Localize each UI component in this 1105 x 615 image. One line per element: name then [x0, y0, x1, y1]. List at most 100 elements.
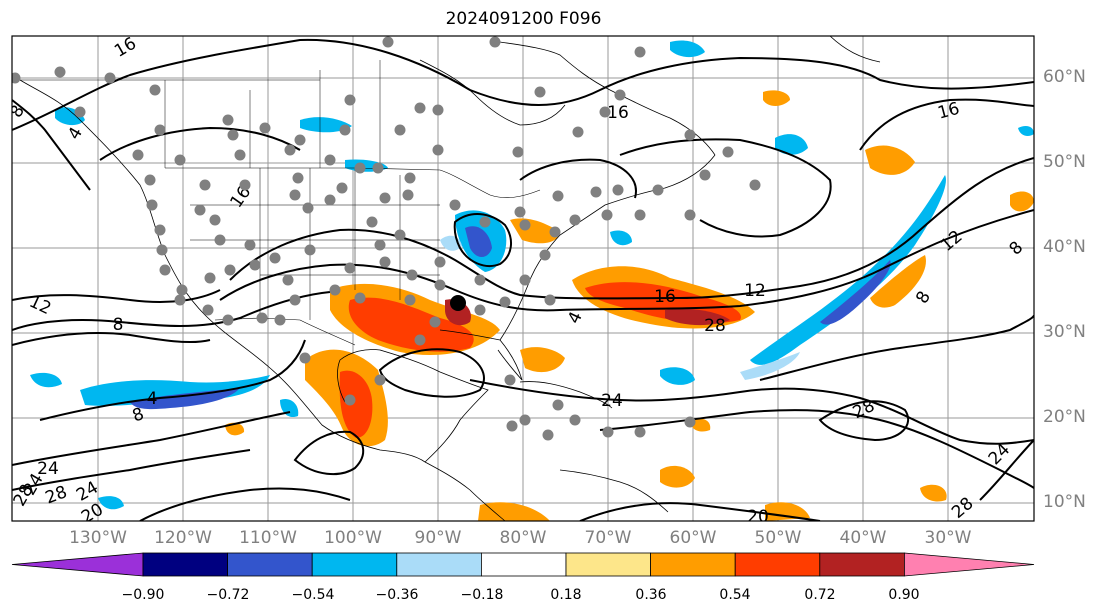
station-marker — [214, 234, 226, 246]
station-marker — [302, 202, 314, 214]
contour-12 — [12, 289, 221, 303]
map-frame — [11, 35, 1035, 522]
contour-label: 12 — [744, 281, 766, 301]
station-marker — [366, 216, 378, 228]
contour-28-loop — [818, 400, 910, 442]
station-marker — [519, 414, 531, 426]
station-marker — [539, 249, 551, 261]
station-marker — [156, 244, 168, 256]
contour-label: 12 — [937, 227, 966, 256]
station-marker — [154, 124, 166, 136]
station-marker — [590, 186, 602, 198]
lon-label-100: 100°W — [324, 528, 382, 548]
station-marker — [292, 172, 304, 184]
colorbar-swatch — [565, 552, 651, 577]
contour-mexico — [293, 430, 365, 476]
station-marker — [534, 86, 546, 98]
station-marker — [634, 209, 646, 221]
station-marker — [429, 316, 441, 328]
blue-canada-north — [670, 40, 705, 58]
orange-ne-atlantic — [865, 145, 915, 175]
station-marker — [244, 239, 256, 251]
station-marker — [382, 36, 394, 48]
station-marker — [174, 294, 186, 306]
coast-east — [499, 154, 716, 341]
height-contours — [12, 38, 1034, 521]
station-marker — [256, 312, 268, 324]
lon-label-30: 30°W — [924, 528, 972, 548]
contour-4-west — [39, 339, 306, 421]
blue-carib — [660, 367, 695, 385]
contour-28-sw — [12, 449, 251, 491]
colorbar-tick-label: 0.72 — [804, 587, 836, 603]
station-marker — [406, 269, 418, 281]
colorbar-tick-label: 0.54 — [719, 587, 751, 603]
station-marker — [227, 129, 239, 141]
lat-label-10: 10°N — [1043, 492, 1086, 512]
orange-south-1 — [920, 484, 947, 502]
colorbar-swatch — [311, 552, 398, 577]
station-marker — [699, 169, 711, 181]
lon-label-50: 50°W — [754, 528, 802, 548]
station-marker — [394, 124, 406, 136]
border-us-canada — [165, 167, 541, 199]
colorbar-swatch — [734, 552, 821, 577]
station-marker — [294, 134, 306, 146]
station-marker — [336, 182, 348, 194]
lon-label-40: 40°W — [839, 528, 887, 548]
blue-south-pac — [98, 496, 124, 510]
coast-florida — [439, 329, 523, 381]
station-marker — [499, 296, 511, 308]
station-marker — [289, 189, 301, 201]
contour-label: 28 — [704, 316, 726, 336]
station-marker — [282, 274, 294, 286]
station-marker — [274, 314, 286, 326]
orange-south-2 — [765, 502, 810, 521]
station-marker — [344, 94, 356, 106]
contour-north — [12, 38, 1034, 131]
station-marker — [104, 72, 116, 84]
lon-label-90: 90°W — [414, 528, 462, 548]
station-marker — [404, 294, 416, 306]
red-gulf — [348, 297, 474, 352]
contour-canada-loop — [619, 138, 832, 238]
contour-label: 28 — [43, 482, 70, 508]
station-marker — [176, 284, 188, 296]
contour-trough-2 — [219, 209, 1034, 312]
lon-label-120: 120°W — [154, 528, 212, 548]
station-marker — [612, 184, 624, 196]
station-marker — [569, 214, 581, 226]
contour-label: 4 — [64, 124, 87, 143]
station-marker — [374, 374, 386, 386]
blue-sw-pacific — [30, 372, 62, 388]
station-marker — [722, 146, 734, 158]
station-marker — [324, 194, 336, 206]
station-marker — [634, 426, 646, 438]
contour-label: 16 — [936, 99, 962, 124]
station-marker — [449, 199, 461, 211]
station-marker — [684, 209, 696, 221]
station-marker — [434, 256, 446, 268]
contour-label: 20 — [747, 507, 769, 527]
colorbar-swatch — [480, 552, 567, 577]
contour-label: 8 — [912, 288, 935, 307]
station-marker — [599, 106, 611, 118]
contour-south-2 — [579, 502, 821, 521]
contour-label: 24 — [37, 459, 59, 479]
colorbar-swatch — [650, 552, 736, 577]
contour-24-carib — [469, 379, 1034, 445]
coast-canada — [499, 41, 716, 156]
station-marker — [154, 224, 166, 236]
station-marker — [344, 394, 356, 406]
lat-label-20: 20°N — [1043, 407, 1086, 427]
lat-label-30: 30°N — [1043, 322, 1086, 342]
station-marker — [634, 46, 646, 58]
station-marker — [519, 219, 531, 231]
darkblue-greatlakes — [465, 226, 492, 257]
station-marker — [506, 420, 518, 432]
station-marker — [404, 172, 416, 184]
blue-canada-east — [775, 134, 808, 155]
station-marker — [519, 274, 531, 286]
station-marker — [542, 429, 554, 441]
